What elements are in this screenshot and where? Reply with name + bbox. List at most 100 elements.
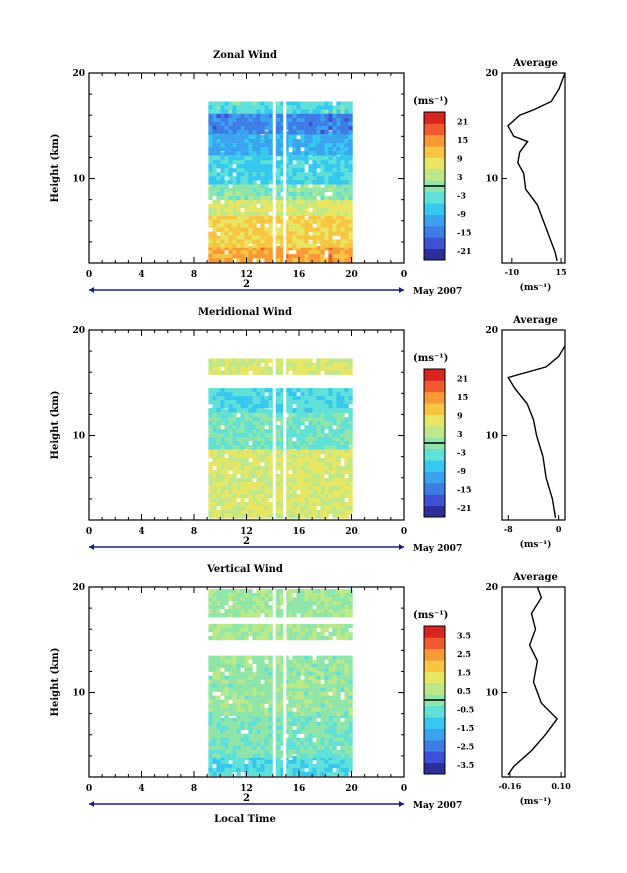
vertical-heatmap-cell <box>324 687 329 692</box>
zonal-heatmap-cell <box>304 180 309 185</box>
meridional-heatmap-cell <box>348 450 353 455</box>
vertical-heatmap-cell <box>328 609 333 614</box>
vertical-heatmap-cell <box>228 725 233 730</box>
meridional-heatmap-cell <box>340 478 345 483</box>
meridional-heatmap-cell <box>264 470 269 475</box>
zonal-heatmap-cell <box>296 143 301 148</box>
zonal-heatmap-cell <box>228 121 233 127</box>
vertical-heatmap-cell <box>296 707 301 712</box>
vertical-heatmap-cell <box>260 627 265 633</box>
zonal-heatmap-cell <box>248 176 253 181</box>
meridional-heatmap-cell <box>232 466 237 471</box>
zonal-heatmap-cell <box>236 164 241 169</box>
vertical-heatmap-cell <box>208 753 213 758</box>
vertical-heatmap-cell <box>212 605 217 610</box>
zonal-heatmap-cell <box>288 168 293 173</box>
meridional-heatmap-cell <box>280 392 285 397</box>
meridional-heatmap-cell <box>284 462 289 467</box>
vertical-heatmap-cell <box>296 703 301 708</box>
vertical-heatmap-cell <box>232 707 237 712</box>
zonal-heatmap-cell <box>232 223 237 228</box>
meridional-heatmap-cell <box>336 417 341 422</box>
zonal-heatmap-cell <box>244 147 249 152</box>
meridional-heatmap <box>208 356 353 520</box>
zonal-heatmap-cell <box>288 258 293 263</box>
zonal-heatmap-cell <box>252 117 257 123</box>
meridional-heatmap-cell <box>240 370 245 375</box>
meridional-heatmap-cell <box>256 437 261 442</box>
vertical-heatmap-cell <box>212 717 217 722</box>
vertical-heatmap-cell <box>292 749 297 754</box>
meridional-heatmap-cell <box>304 454 309 459</box>
zonal-heatmap-cell <box>312 147 317 152</box>
vertical-heatmap-cell <box>328 605 333 610</box>
vertical-heatmap-cell <box>320 733 325 738</box>
meridional-heatmap-cell <box>308 498 313 503</box>
vertical-heatmap-cell <box>256 707 261 712</box>
vertical-heatmap-cell <box>316 737 321 742</box>
zonal-heatmap-cell <box>328 199 333 204</box>
zonal-heatmap-cell <box>292 246 297 251</box>
vertical-heatmap-cell <box>236 711 241 716</box>
meridional-heatmap-cell <box>300 466 305 471</box>
meridional-heatmap-cell <box>308 445 313 450</box>
zonal-heatmap-cell <box>224 246 229 251</box>
local-time-label: Local Time <box>214 814 276 825</box>
zonal-heatmap-cell <box>324 105 329 110</box>
zonal-heatmap-cell <box>328 147 333 152</box>
vertical-heatmap-cell <box>280 627 285 633</box>
meridional-heatmap-cell <box>284 458 289 463</box>
zonal-heatmap-cell <box>236 227 241 232</box>
vertical-heatmap-cell <box>260 635 265 641</box>
vertical-heatmap-cell <box>224 691 229 696</box>
vertical-heatmap-cell <box>228 767 233 773</box>
zonal-heatmap-cell <box>296 211 301 216</box>
meridional-heatmap-cell <box>340 370 345 375</box>
meridional-heatmap-cell <box>252 490 257 495</box>
meridional-heatmap-cell <box>288 396 293 401</box>
vertical-heatmap-cell <box>264 733 269 738</box>
zonal-heatmap-cell <box>300 168 305 173</box>
zonal-heatmap-cell <box>316 250 321 255</box>
zonal-heatmap-cell <box>236 191 241 197</box>
meridional-heatmap-cell <box>336 404 341 409</box>
zonal-heatmap-cell <box>256 231 261 236</box>
meridional-heatmap-cell <box>228 454 233 459</box>
zonal-heatmap-cell <box>300 101 305 106</box>
vertical-heatmap-cell <box>332 613 337 618</box>
vertical-heatmap-cell <box>268 755 273 761</box>
zonal-heatmap-cell <box>284 125 289 131</box>
vertical-heatmap-cell <box>316 623 321 629</box>
zonal-heatmap-cell <box>232 211 237 216</box>
meridional-heatmap-cell <box>280 506 285 511</box>
meridional-heatmap-cell <box>212 474 217 479</box>
meridional-heatmap-cell <box>292 506 297 511</box>
zonal-heatmap-cell <box>320 109 325 114</box>
vertical-heatmap-cell <box>328 755 333 761</box>
zonal-heatmap-cell <box>336 227 341 232</box>
zonal-heatmap-cell <box>332 223 337 228</box>
zonal-heatmap-cell <box>320 199 325 204</box>
zonal-heatmap-cell <box>248 211 253 216</box>
meridional-heatmap-cell <box>324 362 329 367</box>
meridional-heatmap-cell <box>296 494 301 499</box>
zonal-heatmap-cell <box>256 183 261 189</box>
zonal-heatmap-cell <box>212 109 217 114</box>
meridional-heatmap-cell <box>244 396 249 401</box>
vertical-heatmap-cell <box>260 597 265 602</box>
meridional-heatmap-cell <box>340 408 345 413</box>
vertical-heatmap-cell <box>348 597 353 602</box>
zonal-heatmap-cell <box>292 125 297 131</box>
zonal-heatmap-cell <box>268 101 273 106</box>
meridional-heatmap-cell <box>340 506 345 511</box>
vertical-heatmap-cell <box>248 729 253 734</box>
meridional-heatmap-cell <box>340 388 345 393</box>
meridional-heatmap-cell <box>304 358 309 363</box>
vertical-heatmap-cell <box>336 759 341 765</box>
zonal-heatmap-cell <box>284 176 289 181</box>
vertical-heatmap-cell <box>280 733 285 738</box>
zonal-heatmap-cell <box>212 227 217 232</box>
meridional-colorbar-swatch <box>424 482 445 495</box>
zonal-heatmap-cell <box>296 105 301 110</box>
